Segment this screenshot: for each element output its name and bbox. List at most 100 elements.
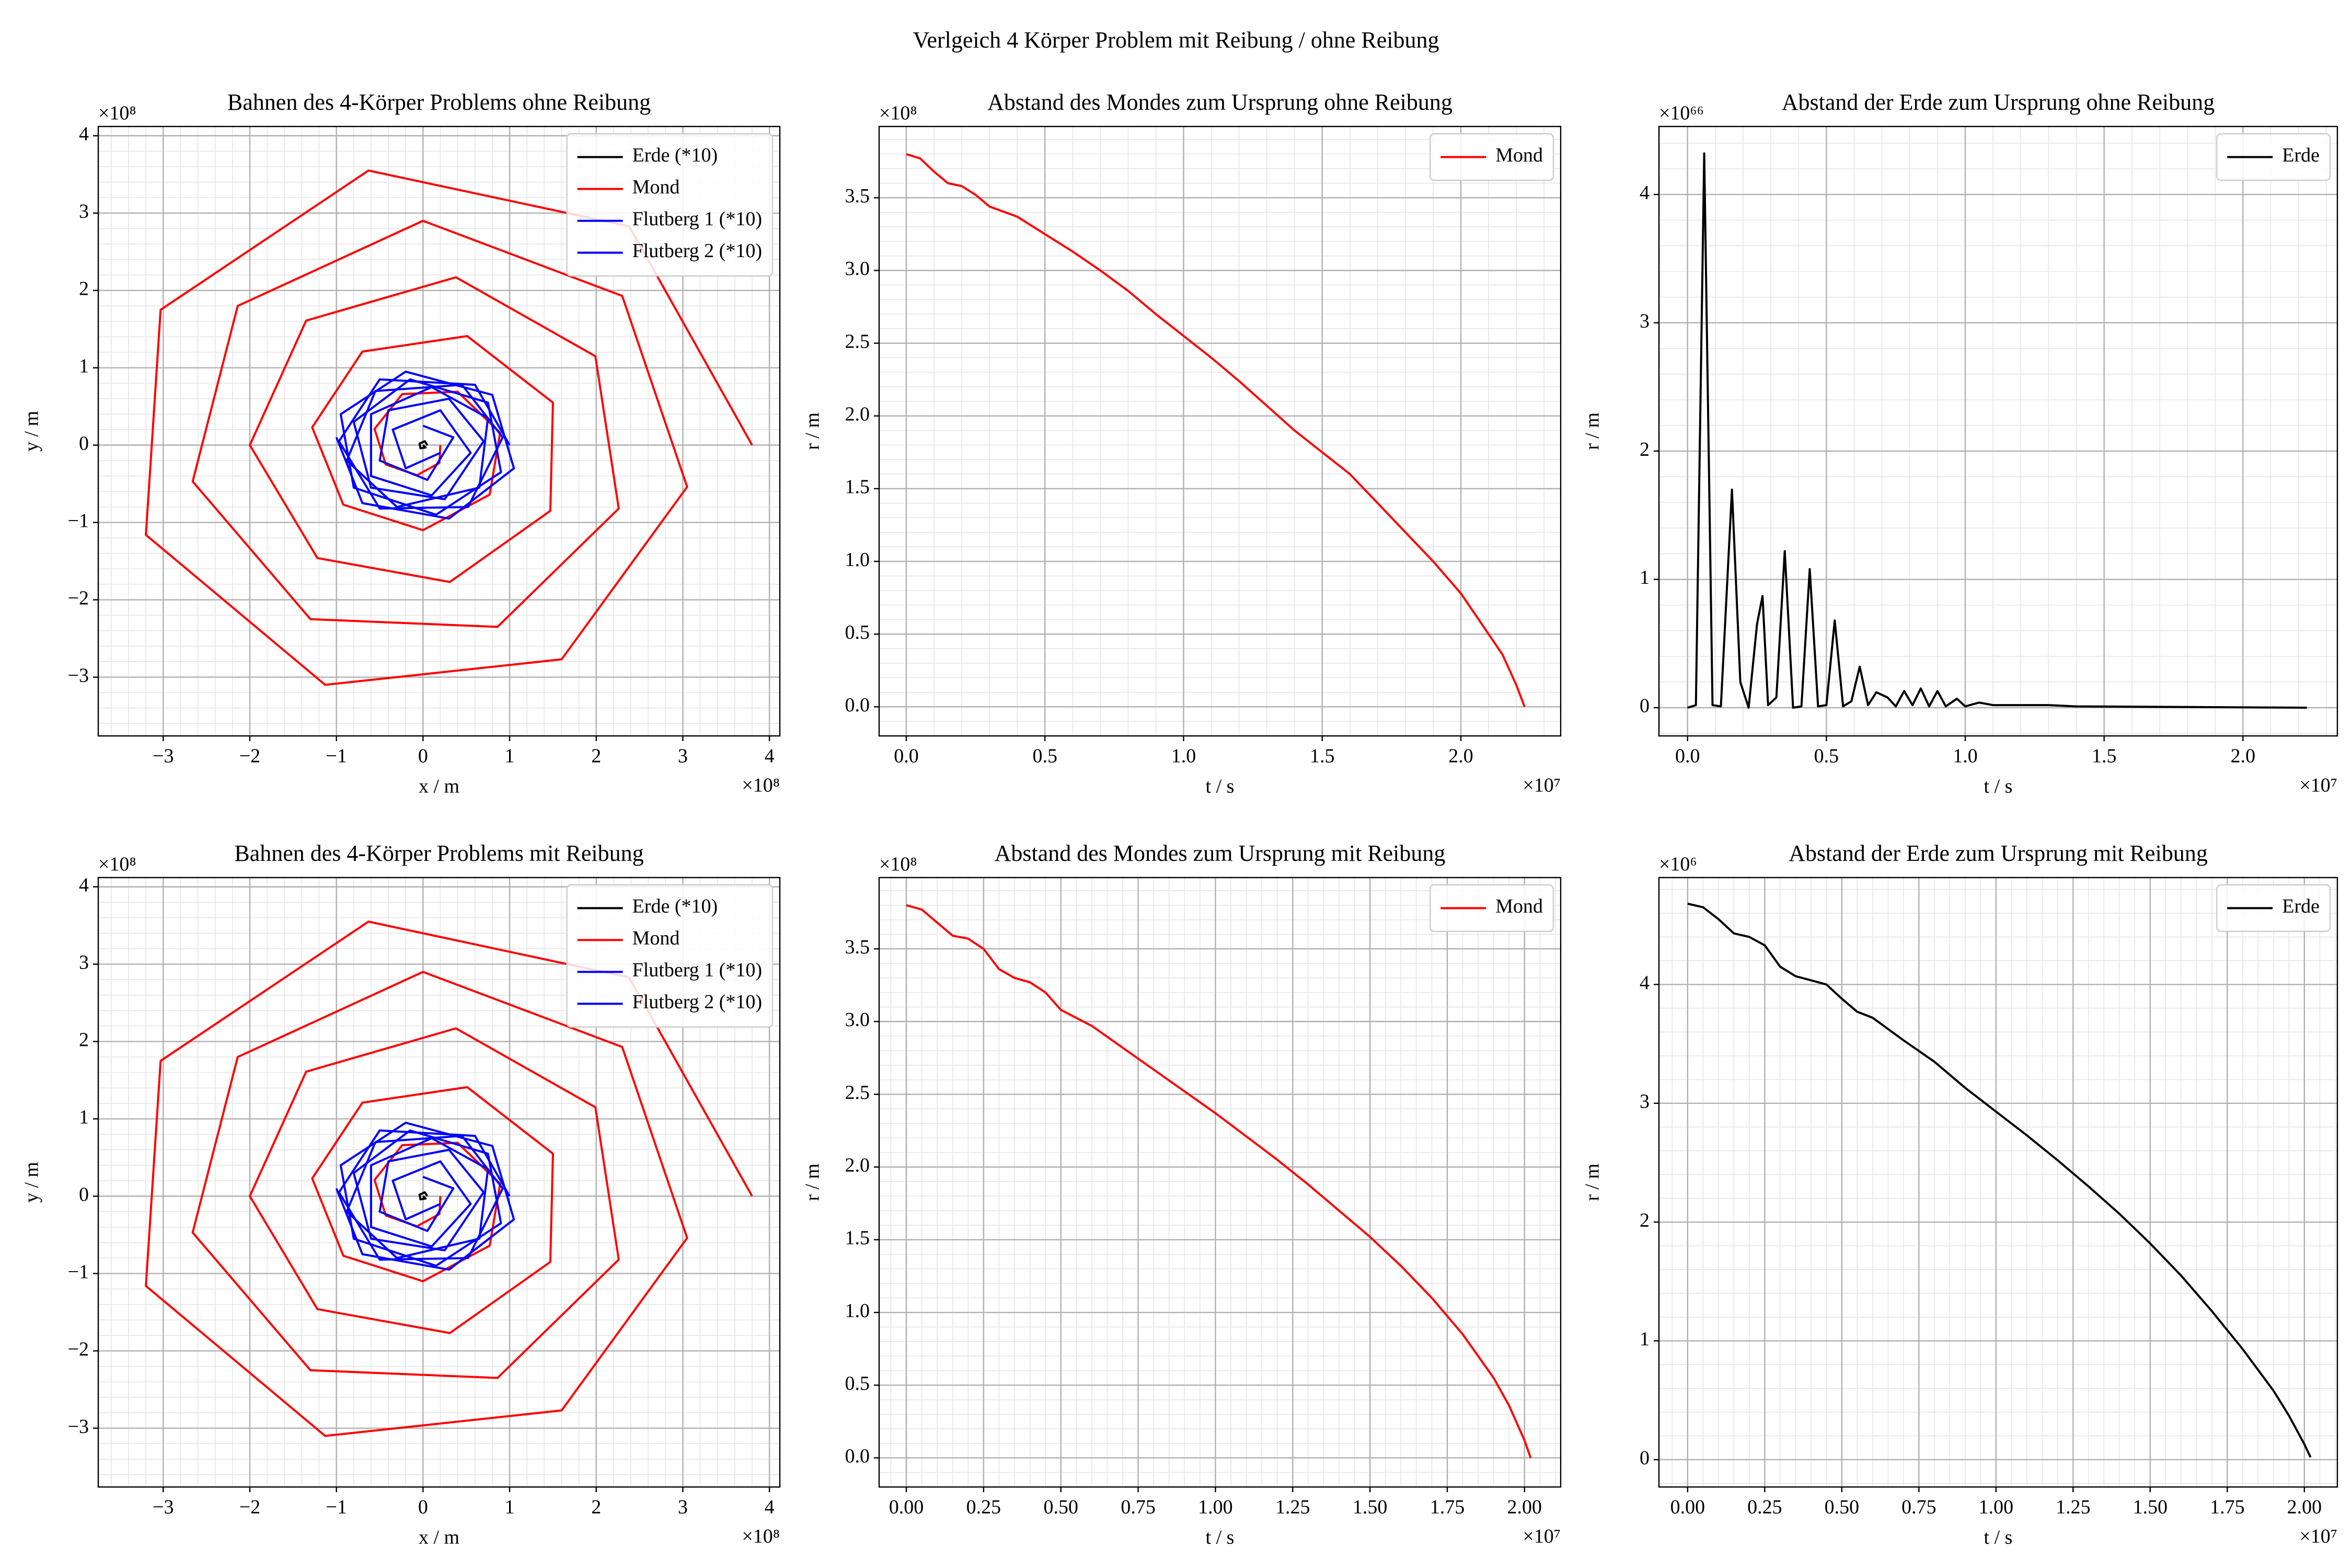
y-tick-label: 4 [79,874,89,896]
legend: Mond [1429,884,1554,932]
legend: Mond [1429,133,1554,181]
axes-title: Bahnen des 4-Körper Problems ohne Reibun… [227,89,651,115]
x-tick-label: 0.5 [1032,745,1057,767]
y-tick-label: 3.0 [845,1009,870,1031]
y-tick-label: 2.0 [845,403,870,425]
y-offset-label: ×10⁸ [98,102,136,124]
axes-frame [878,125,1562,737]
y-tick-label: 4 [1640,972,1650,994]
x-tick-label: 0.50 [1043,1496,1078,1518]
x-tick-label: 4 [765,745,775,767]
x-tick-label: −3 [153,745,174,767]
x-tick-label: 1.5 [2092,745,2117,767]
y-axis-label: y / m [21,411,43,452]
x-offset-label: ×10⁷ [2299,1526,2337,1548]
x-tick-label: 4 [765,1496,775,1518]
x-tick-label: 0.00 [889,1496,924,1518]
legend-box [2216,884,2331,932]
legend-box [566,133,774,277]
x-offset-label: ×10⁸ [742,1526,780,1548]
y-tick-label: 0 [79,1183,89,1205]
legend-label: Mond [632,176,680,198]
plot-area [906,153,1526,708]
y-tick-label: −3 [68,1415,89,1437]
x-axis-label: t / s [1206,776,1235,798]
y-tick-label: 2.5 [845,330,870,352]
legend-box [566,884,774,1028]
y-tick-label: 1 [1640,567,1650,589]
x-tick-label: −3 [153,1496,174,1518]
legend: Erde (*10) Mond Flutberg 1 (*10) Flutberg 2… [566,884,774,1028]
y-tick-label: 2.5 [845,1081,870,1103]
y-axis-label: r / m [802,1163,824,1201]
legend-label: Erde (*10) [632,895,718,917]
y-tick-label: 3 [79,951,89,973]
y-tick-label: 0 [1640,1447,1650,1469]
y-tick-label: 2 [79,1029,89,1051]
y-tick-label: −1 [68,510,89,532]
x-axis-label: t / s [1984,776,2013,798]
x-tick-label: 1.75 [2210,1496,2245,1518]
y-offset-label: ×10⁶⁶ [1659,102,1704,124]
x-tick-label: 1 [505,745,515,767]
y-tick-label: 3 [1640,1091,1650,1113]
axes-frame [97,877,781,1488]
x-tick-label: 1.50 [2133,1496,2168,1518]
y-tick-label: 3 [1640,310,1650,332]
legend-label: Flutberg 1 (*10) [632,208,762,230]
x-tick-label: 3 [678,1496,688,1518]
axes: 0.0 0.5 1.0 1.5 2.0 0 1 2 3 4 Abstand der Erde zum… [1582,89,2338,798]
axes-title: Abstand des Mondes zum Ursprung mit Reib… [995,840,1446,866]
legend: Erde [2216,884,2331,932]
y-tick-label: 0.5 [845,621,870,643]
x-tick-label: 0.0 [894,745,919,767]
x-tick-label: 0.75 [1121,1496,1156,1518]
legend-label: Erde (*10) [632,144,718,166]
legend-label: Mond [1495,144,1543,166]
x-tick-label: 2.0 [1448,745,1473,767]
x-offset-label: ×10⁷ [1523,775,1561,797]
y-tick-label: −1 [68,1261,89,1283]
y-tick-label: 3.5 [845,936,870,958]
axes-title: Abstand der Erde zum Ursprung ohne Reibu… [1782,89,2215,115]
legend-box [1429,133,1554,181]
series-line [418,1191,429,1201]
x-axis-label: t / s [1206,1527,1235,1549]
y-tick-label: 1.0 [845,549,870,571]
x-tick-label: 2.00 [1507,1496,1542,1518]
x-tick-label: 0.5 [1814,745,1839,767]
x-tick-label: 1.00 [1979,1496,2014,1518]
x-axis-label: t / s [1984,1527,2013,1549]
legend-label: Mond [632,927,680,949]
y-tick-label: −2 [68,1338,89,1360]
x-axis-label: x / m [419,1527,459,1549]
x-tick-label: 1.25 [2056,1496,2091,1518]
legend-label: Mond [1495,895,1543,917]
plot-area [1687,903,2312,1458]
x-tick-label: 0.25 [966,1496,1001,1518]
x-tick-label: 1.5 [1310,745,1335,767]
series-line [335,1122,515,1271]
series-line [1687,152,2307,709]
y-axis-label: r / m [802,412,824,450]
series-line [418,440,429,449]
legend-box [1429,884,1554,932]
x-tick-label: 0.50 [1825,1496,1860,1518]
axes-frame [1658,877,2338,1488]
x-tick-label: 3 [678,745,688,767]
series-line [906,153,1526,708]
x-tick-label: 0.75 [1901,1496,1936,1518]
plot-area [145,169,753,686]
y-tick-label: 4 [1640,182,1650,204]
x-tick-label: 0.00 [1670,1496,1705,1518]
y-tick-label: 1 [1640,1328,1650,1350]
legend-label: Erde [2282,895,2320,917]
x-tick-label: 1.50 [1353,1496,1388,1518]
axes-frame [878,877,1562,1488]
axes-frame [97,125,781,737]
x-tick-label: 0.0 [1675,745,1700,767]
legend: Erde (*10) Mond Flutberg 1 (*10) Flutberg 2… [566,133,774,277]
x-tick-label: 2.00 [2287,1496,2322,1518]
y-tick-label: 2.0 [845,1154,870,1176]
